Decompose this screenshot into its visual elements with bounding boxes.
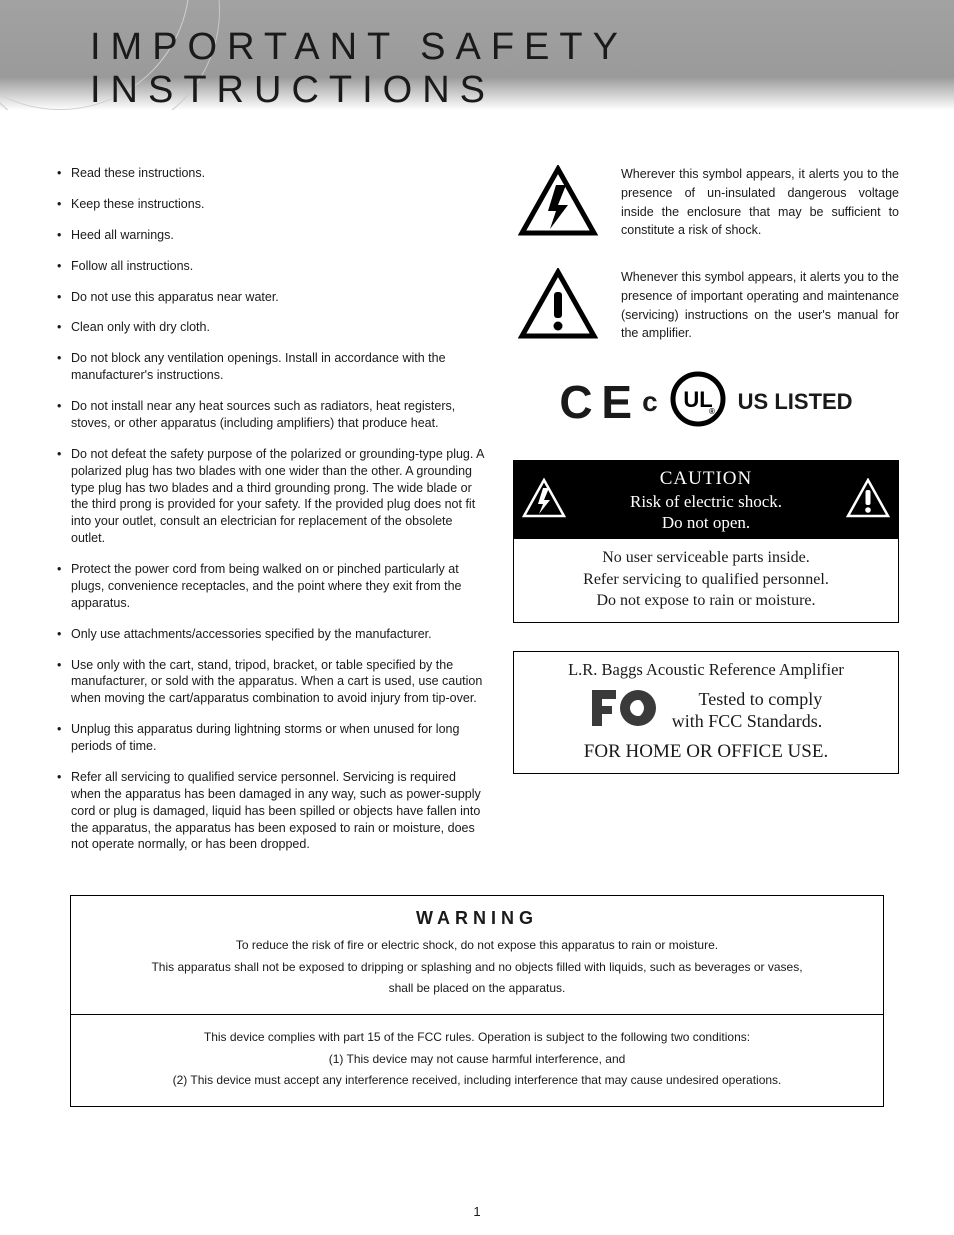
fcc-logo-icon (590, 684, 662, 737)
list-item: Keep these instructions. (55, 196, 485, 213)
list-item: Do not block any ventilation openings. I… (55, 350, 485, 384)
list-item: Do not defeat the safety purpose of the … (55, 446, 485, 547)
symbols-column: Wherever this symbol appears, it alerts … (513, 165, 899, 867)
svg-text:®: ® (709, 407, 715, 416)
list-item: Use only with the cart, stand, tripod, b… (55, 657, 485, 708)
fcc-line1: Tested to comply (672, 689, 823, 711)
list-item: Clean only with dry cloth. (55, 319, 485, 336)
caution-box-header: CAUTION Risk of electric shock. Do not o… (514, 461, 898, 539)
caution-heading: CAUTION (630, 467, 782, 491)
warning-heading: WARNING (89, 908, 865, 929)
warning-line: To reduce the risk of fire or electric s… (89, 935, 865, 957)
caution-header-text: CAUTION Risk of electric shock. Do not o… (630, 467, 782, 533)
ul-prefix: c (642, 386, 658, 418)
caution-symbol-text: Whenever this symbol appears, it alerts … (621, 268, 899, 343)
caution-body-line: Do not expose to rain or moisture. (520, 590, 892, 612)
content-area: Read these instructions. Keep these inst… (0, 110, 954, 867)
fcc-mid-row: Tested to comply with FCC Standards. (524, 684, 888, 737)
ul-mark-icon: UL ® (670, 371, 726, 432)
caution-box: CAUTION Risk of electric shock. Do not o… (513, 460, 899, 623)
warning-line: This apparatus shall not be exposed to d… (89, 957, 865, 979)
instructions-column: Read these instructions. Keep these inst… (55, 165, 485, 867)
fcc-product-name: L.R. Baggs Acoustic Reference Amplifier (524, 660, 888, 680)
lightning-triangle-small-icon (522, 478, 566, 523)
page-number: 1 (0, 1204, 954, 1219)
warning-line: This device complies with part 15 of the… (89, 1027, 865, 1049)
list-item: Only use attachments/accessories specifi… (55, 626, 485, 643)
caution-box-body: No user serviceable parts inside. Refer … (514, 539, 898, 622)
instructions-list: Read these instructions. Keep these inst… (55, 165, 485, 853)
warning-top-section: WARNING To reduce the risk of fire or el… (71, 896, 883, 1015)
lightning-triangle-icon (513, 165, 603, 237)
list-item: Refer all servicing to qualified service… (55, 769, 485, 853)
voltage-symbol-text: Wherever this symbol appears, it alerts … (621, 165, 899, 240)
caution-body-line: No user serviceable parts inside. (520, 547, 892, 569)
fcc-line2: with FCC Standards. (672, 711, 823, 733)
fcc-footer: FOR HOME OR OFFICE USE. (524, 741, 888, 763)
warning-line: (2) This device must accept any interfer… (89, 1070, 865, 1092)
warning-bottom-section: This device complies with part 15 of the… (71, 1015, 883, 1106)
voltage-symbol-row: Wherever this symbol appears, it alerts … (513, 165, 899, 240)
ce-mark-icon: C E (559, 375, 630, 429)
warning-box: WARNING To reduce the risk of fire or el… (70, 895, 884, 1107)
list-item: Do not install near any heat sources suc… (55, 398, 485, 432)
certification-row: C E c UL ® US LISTED (513, 371, 899, 432)
exclamation-triangle-icon (513, 268, 603, 340)
caution-line2: Do not open. (630, 512, 782, 533)
page-title: IMPORTANT SAFETY INSTRUCTIONS (90, 26, 954, 110)
list-item: Heed all warnings. (55, 227, 485, 244)
caution-body-line: Refer servicing to qualified personnel. (520, 569, 892, 591)
fcc-box: L.R. Baggs Acoustic Reference Amplifier (513, 651, 899, 774)
list-item: Unplug this apparatus during lightning s… (55, 721, 485, 755)
list-item: Do not use this apparatus near water. (55, 289, 485, 306)
warning-line: (1) This device may not cause harmful in… (89, 1049, 865, 1071)
exclamation-triangle-small-icon (846, 478, 890, 523)
caution-symbol-row: Whenever this symbol appears, it alerts … (513, 268, 899, 343)
ul-listed-text: US LISTED (738, 389, 853, 415)
caution-line1: Risk of electric shock. (630, 491, 782, 512)
list-item: Follow all instructions. (55, 258, 485, 275)
warning-line: shall be placed on the apparatus. (89, 978, 865, 1000)
fcc-compliance-text: Tested to comply with FCC Standards. (672, 689, 823, 732)
header-bar: IMPORTANT SAFETY INSTRUCTIONS (0, 0, 954, 110)
list-item: Read these instructions. (55, 165, 485, 182)
list-item: Protect the power cord from being walked… (55, 561, 485, 612)
